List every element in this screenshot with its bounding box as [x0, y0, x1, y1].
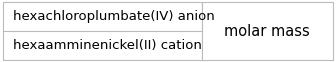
Bar [3, 2, 202, 60]
Text: molar mass: molar mass [224, 23, 310, 39]
Text: hexaamminenickel(II) cation: hexaamminenickel(II) cation [13, 39, 202, 52]
Text: hexachloroplumbate(IV) anion: hexachloroplumbate(IV) anion [13, 10, 215, 23]
Bar [202, 2, 333, 60]
